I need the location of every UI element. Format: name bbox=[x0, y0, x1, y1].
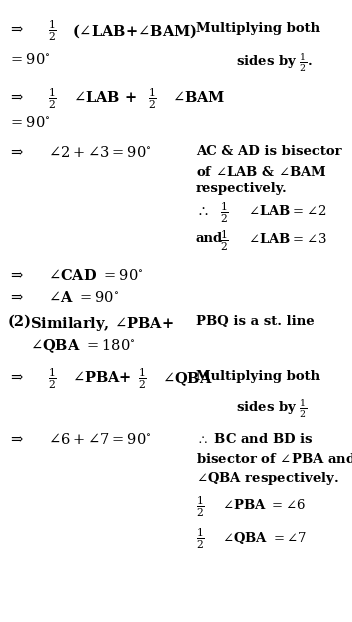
Text: $\frac{1}{2}$: $\frac{1}{2}$ bbox=[48, 18, 57, 43]
Text: $\frac{1}{2}$: $\frac{1}{2}$ bbox=[138, 366, 147, 391]
Text: Multiplying both: Multiplying both bbox=[196, 370, 320, 383]
Text: $\frac{1}{2}$: $\frac{1}{2}$ bbox=[220, 228, 229, 253]
Text: and: and bbox=[196, 232, 223, 245]
Text: $\therefore$: $\therefore$ bbox=[196, 204, 209, 218]
Text: $\angle$A $=90^{\circ}$: $\angle$A $=90^{\circ}$ bbox=[48, 290, 119, 305]
Text: $=90^{\circ}$: $=90^{\circ}$ bbox=[8, 115, 50, 130]
Text: Multiplying both: Multiplying both bbox=[196, 22, 320, 35]
Text: $\angle$QBA $=\angle7$: $\angle$QBA $=\angle7$ bbox=[222, 530, 307, 546]
Text: $\angle$CAD $=90^{\circ}$: $\angle$CAD $=90^{\circ}$ bbox=[48, 268, 144, 283]
Text: $\frac{1}{2}$: $\frac{1}{2}$ bbox=[196, 526, 205, 550]
Text: $\Rightarrow$: $\Rightarrow$ bbox=[8, 22, 25, 36]
Text: $=90^{\circ}$: $=90^{\circ}$ bbox=[8, 52, 50, 67]
Text: Similarly, $\angle$PBA+: Similarly, $\angle$PBA+ bbox=[30, 315, 174, 333]
Text: $\angle$QBA respectively.: $\angle$QBA respectively. bbox=[196, 470, 339, 487]
Text: sides by $\frac{1}{2}$: sides by $\frac{1}{2}$ bbox=[236, 398, 308, 420]
Text: sides by $\frac{1}{2}$.: sides by $\frac{1}{2}$. bbox=[236, 52, 313, 74]
Text: $\frac{1}{2}$: $\frac{1}{2}$ bbox=[220, 200, 229, 225]
Text: $\frac{1}{2}$: $\frac{1}{2}$ bbox=[196, 494, 205, 519]
Text: PBQ is a st. line: PBQ is a st. line bbox=[196, 315, 315, 328]
Text: $\frac{1}{2}$: $\frac{1}{2}$ bbox=[48, 366, 57, 391]
Text: (2): (2) bbox=[8, 315, 32, 329]
Text: bisector of $\angle$PBA and: bisector of $\angle$PBA and bbox=[196, 452, 352, 466]
Text: $\angle$LAB$=\angle2$: $\angle$LAB$=\angle2$ bbox=[248, 204, 326, 218]
Text: AC & AD is bisector: AC & AD is bisector bbox=[196, 145, 342, 158]
Text: $\angle$PBA $=\angle6$: $\angle$PBA $=\angle6$ bbox=[222, 498, 306, 512]
Text: $\angle$LAB +: $\angle$LAB + bbox=[73, 90, 137, 105]
Text: $\Rightarrow$: $\Rightarrow$ bbox=[8, 370, 25, 384]
Text: $\angle2 + \angle3 = 90^{\circ}$: $\angle2 + \angle3 = 90^{\circ}$ bbox=[48, 145, 151, 160]
Text: of $\angle$LAB & $\angle$BAM: of $\angle$LAB & $\angle$BAM bbox=[196, 165, 327, 179]
Text: $\angle$QBA $=180^{\circ}$: $\angle$QBA $=180^{\circ}$ bbox=[30, 337, 136, 355]
Text: $\Rightarrow$: $\Rightarrow$ bbox=[8, 145, 25, 159]
Text: $\angle$QBA: $\angle$QBA bbox=[162, 370, 213, 388]
Text: $\angle6 + \angle7 =90^{\circ}$: $\angle6 + \angle7 =90^{\circ}$ bbox=[48, 432, 151, 447]
Text: $\frac{1}{2}$: $\frac{1}{2}$ bbox=[148, 86, 157, 111]
Text: ($\angle$LAB+$\angle$BAM): ($\angle$LAB+$\angle$BAM) bbox=[72, 22, 197, 40]
Text: $\angle$LAB$=\angle3$: $\angle$LAB$=\angle3$ bbox=[248, 232, 327, 246]
Text: $\frac{1}{2}$: $\frac{1}{2}$ bbox=[48, 86, 57, 111]
Text: $\Rightarrow$: $\Rightarrow$ bbox=[8, 268, 25, 282]
Text: respectively.: respectively. bbox=[196, 182, 288, 195]
Text: $\Rightarrow$: $\Rightarrow$ bbox=[8, 432, 25, 446]
Text: $\angle$BAM: $\angle$BAM bbox=[172, 90, 226, 105]
Text: $\angle$PBA+: $\angle$PBA+ bbox=[72, 370, 132, 385]
Text: $\Rightarrow$: $\Rightarrow$ bbox=[8, 90, 25, 104]
Text: $\therefore$ BC and BD is: $\therefore$ BC and BD is bbox=[196, 432, 314, 446]
Text: $\Rightarrow$: $\Rightarrow$ bbox=[8, 290, 25, 304]
